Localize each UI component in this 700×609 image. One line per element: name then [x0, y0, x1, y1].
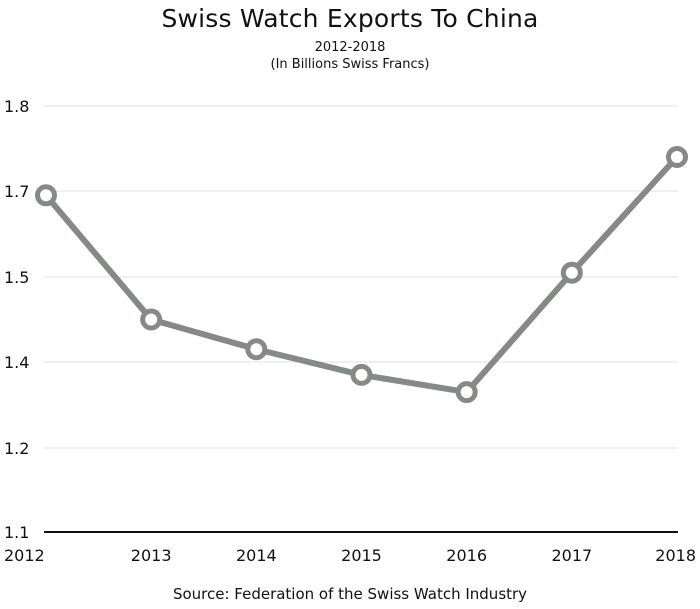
x-tick-label: 2018 — [655, 546, 696, 565]
x-tick-label: 2014 — [236, 546, 277, 565]
data-point — [350, 363, 373, 386]
y-tick-label: 1.8 — [4, 97, 29, 116]
chart-subtitle-units: (In Billions Swiss Francs) — [270, 57, 430, 72]
y-tick-label: 1.1 — [4, 523, 29, 542]
chart-title: Swiss Watch Exports To China — [161, 4, 539, 33]
y-tick-label: 1.7 — [4, 182, 29, 201]
x-tick-label: 2015 — [341, 546, 382, 565]
data-point — [455, 381, 478, 404]
data-points — [35, 146, 688, 404]
gridlines — [44, 105, 678, 533]
data-point — [35, 184, 57, 207]
x-tick-label: 2016 — [446, 546, 487, 565]
y-axis-labels: 1.1 1.2 1.4 1.5 1.7 1.8 — [4, 97, 29, 542]
x-tick-label: 2013 — [131, 546, 172, 565]
data-point — [140, 308, 163, 331]
chart-subtitle-period: 2012-2018 — [314, 40, 386, 55]
y-tick-label: 1.5 — [4, 268, 29, 287]
x-tick-label: 2017 — [551, 546, 592, 565]
chart-source: Source: Federation of the Swiss Watch In… — [172, 585, 528, 603]
data-point — [245, 338, 268, 361]
x-tick-label: 2012 — [4, 546, 45, 565]
data-point — [666, 146, 688, 168]
y-tick-label: 1.2 — [4, 439, 29, 458]
data-point — [560, 261, 583, 284]
x-axis-labels: 2012 2013 2014 2015 2016 2017 2018 — [4, 546, 696, 565]
y-tick-label: 1.4 — [4, 353, 29, 372]
